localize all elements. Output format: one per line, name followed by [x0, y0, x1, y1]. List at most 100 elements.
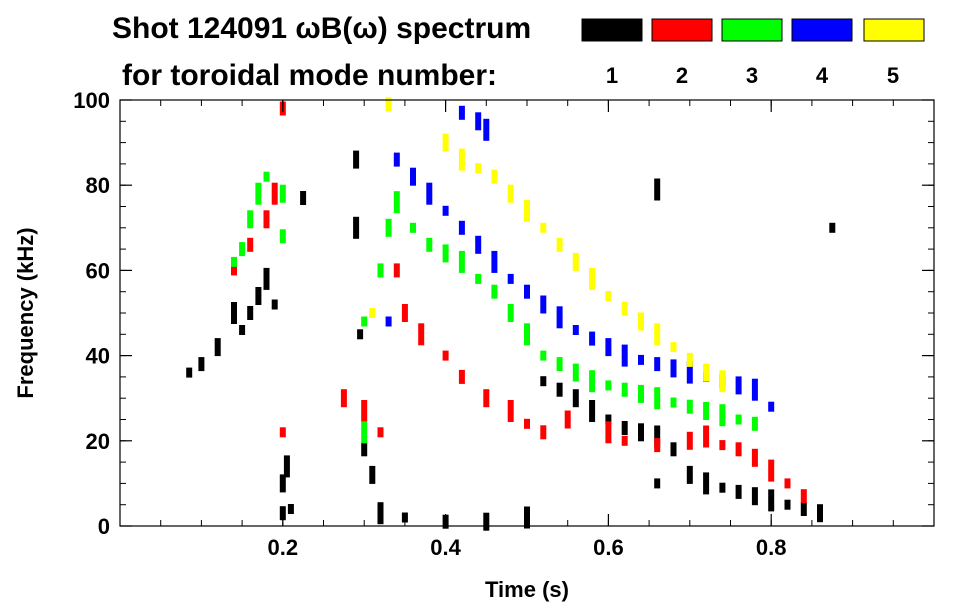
data-point-n4: [572, 325, 579, 335]
data-point-n3: [638, 384, 644, 403]
data-point-n1: [735, 484, 742, 499]
data-point-n4: [475, 235, 482, 254]
data-point-n5: [385, 97, 392, 112]
data-point-n4: [686, 361, 693, 384]
data-point-n5: [589, 267, 596, 290]
data-point-n1: [540, 376, 547, 387]
data-point-n1: [279, 474, 286, 493]
data-point-n1: [670, 442, 677, 457]
data-point-n5: [638, 312, 644, 331]
data-point-n2: [247, 237, 254, 252]
data-point-n5: [524, 199, 530, 222]
data-point-n1: [703, 472, 710, 495]
data-point-n3: [361, 421, 368, 444]
data-point-n3: [540, 350, 547, 361]
data-point-n1: [186, 367, 193, 378]
data-point-n1: [283, 455, 290, 478]
data-point-n2: [768, 459, 775, 482]
data-point-n3: [654, 387, 661, 410]
data-point-n1: [361, 442, 368, 457]
series-n2: [231, 101, 807, 504]
data-point-n3: [239, 242, 246, 257]
chart-title-line2: for toroidal mode number:: [122, 59, 497, 92]
data-point-n3: [263, 171, 270, 182]
data-point-n1: [719, 482, 726, 493]
data-point-n1: [369, 465, 376, 484]
data-point-n3: [255, 182, 262, 205]
data-point-n1: [377, 502, 384, 525]
data-point-n1: [654, 425, 661, 448]
data-point-n1: [654, 178, 661, 201]
data-point-n1: [654, 478, 661, 489]
series-n3: [231, 171, 758, 444]
data-point-n1: [589, 400, 596, 422]
data-point-n2: [442, 350, 449, 361]
data-point-n5: [556, 237, 563, 252]
data-point-n1: [300, 191, 307, 205]
data-point-n3: [703, 402, 710, 420]
legend-swatch-1: [581, 18, 643, 42]
data-point-n1: [605, 414, 612, 425]
data-point-n1: [271, 299, 278, 310]
data-point-n5: [572, 252, 579, 271]
data-point-n2: [784, 478, 791, 489]
data-point-n2: [401, 304, 408, 322]
data-point-n1: [817, 504, 823, 523]
chart-title-line1: Shot 124091 ωB(ω) spectrum: [112, 12, 531, 45]
data-point-n4: [735, 376, 742, 395]
data-point-n2: [703, 425, 710, 448]
data-point-n2: [231, 265, 237, 276]
data-point-n2: [393, 263, 400, 278]
plot-data: [186, 97, 836, 531]
data-point-n4: [670, 359, 677, 378]
data-point-n1: [239, 325, 246, 335]
data-point-n2: [361, 400, 368, 422]
data-point-n2: [271, 182, 278, 205]
data-point-n2: [418, 323, 425, 346]
x-tick-label: 0.4: [430, 535, 461, 560]
data-point-n3: [361, 316, 368, 327]
data-point-n1: [357, 329, 364, 340]
y-tick-label: 20: [86, 429, 110, 454]
data-point-n3: [556, 357, 563, 372]
data-point-n1: [524, 506, 530, 529]
data-point-n3: [385, 218, 392, 237]
data-point-n3: [426, 237, 433, 252]
data-point-n3: [572, 363, 579, 382]
data-point-n5: [686, 352, 693, 367]
data-point-n4: [540, 295, 547, 314]
data-point-n2: [735, 442, 742, 457]
data-point-n1: [784, 499, 791, 510]
x-tick-label: 0.6: [593, 535, 624, 560]
data-point-n5: [703, 363, 710, 382]
data-point-n3: [719, 404, 726, 427]
data-point-n1: [621, 421, 628, 435]
y-tick-label: 40: [86, 344, 110, 369]
data-point-n4: [768, 401, 775, 412]
data-point-n4: [475, 112, 482, 131]
data-point-n2: [605, 421, 612, 444]
data-point-n4: [654, 357, 661, 372]
data-point-n3: [247, 210, 254, 229]
data-point-n3: [735, 414, 742, 425]
axes: 0.2 0.4 0.6 0.8 0 20 40 60 80 100: [73, 88, 934, 560]
data-point-n2: [458, 369, 465, 384]
data-point-n2: [279, 427, 286, 438]
data-point-n5: [654, 323, 661, 346]
data-point-n5: [621, 301, 628, 316]
data-point-n2: [654, 438, 661, 453]
data-point-n1: [214, 338, 221, 357]
data-point-n4: [410, 167, 416, 186]
legend: 1 2 3 4 5: [581, 18, 925, 88]
data-point-n5: [507, 184, 514, 203]
data-point-n1: [231, 302, 237, 324]
y-axis-label: Frequency (kHz): [13, 227, 38, 398]
data-point-n1: [353, 216, 360, 239]
data-point-n5: [670, 342, 677, 353]
x-tick-label: 0.8: [756, 535, 787, 560]
data-point-n4: [638, 354, 644, 365]
data-point-n1: [751, 487, 758, 506]
data-point-n5: [442, 133, 449, 152]
data-point-n5: [719, 370, 726, 393]
